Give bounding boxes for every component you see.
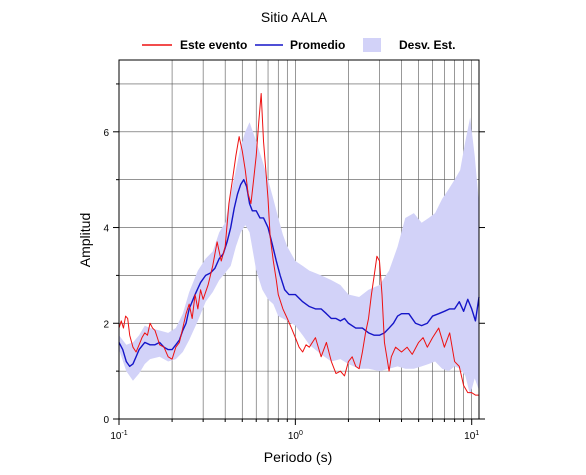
y-tick-label: 6 bbox=[103, 128, 109, 139]
series-layer bbox=[118, 93, 480, 396]
x-tick-label: 101 bbox=[464, 430, 479, 442]
series-line-mean bbox=[118, 178, 480, 368]
x-tick-label: 100 bbox=[288, 430, 303, 442]
x-axis-label: Periodo (s) bbox=[264, 449, 332, 465]
plot-frame bbox=[118, 59, 480, 420]
series-line-event bbox=[118, 93, 479, 396]
legend-swatch-band bbox=[363, 38, 381, 52]
std-band-layer bbox=[119, 117, 479, 396]
chart-title: Sitio AALA bbox=[261, 9, 328, 25]
std-band-area bbox=[119, 117, 479, 396]
legend-label-event: Este evento bbox=[180, 38, 247, 52]
y-tick-label: 0 bbox=[103, 415, 109, 426]
legend-label-mean: Promedio bbox=[290, 38, 345, 52]
axis-ticks: 0 2 4 6 10-1 100 101 bbox=[103, 83, 485, 442]
legend: Este evento Promedio Desv. Est. bbox=[142, 38, 455, 52]
legend-label-band: Desv. Est. bbox=[399, 38, 455, 52]
y-axis-label: Amplitud bbox=[77, 213, 93, 267]
y-tick-label: 4 bbox=[103, 224, 109, 235]
y-tick-label: 2 bbox=[103, 319, 109, 330]
x-tick-label: 10-1 bbox=[110, 430, 127, 442]
